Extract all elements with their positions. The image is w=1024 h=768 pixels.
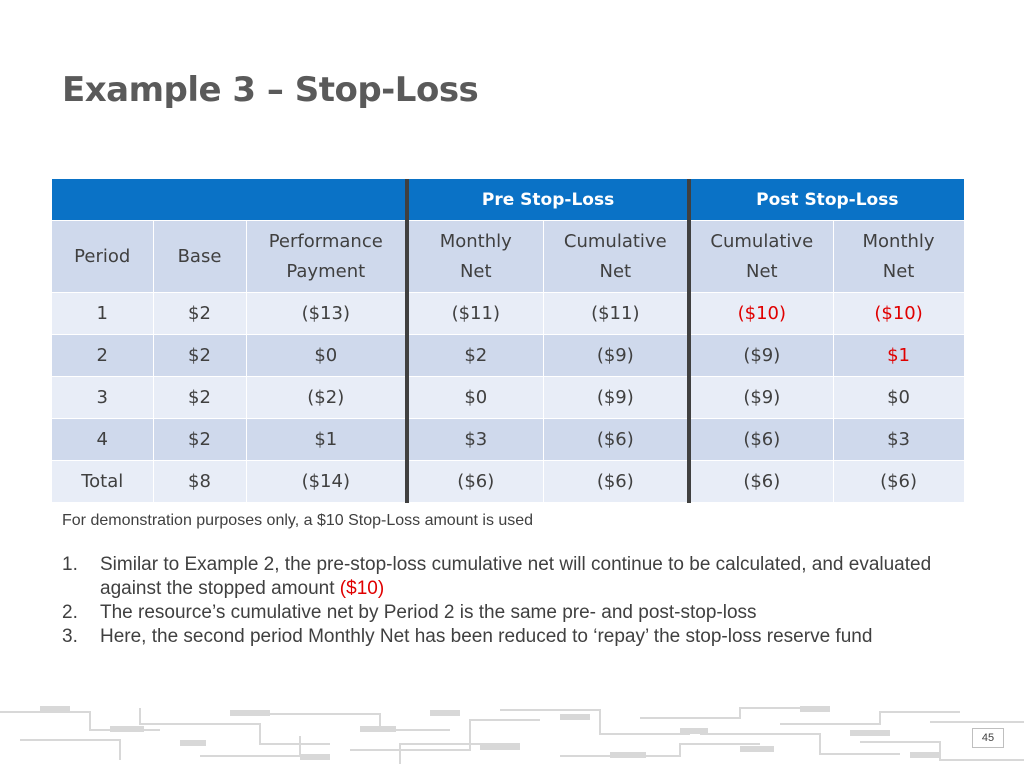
col-header-base: Base: [153, 220, 247, 293]
page-number: 45: [972, 728, 1004, 748]
list-text: Similar to Example 2, the pre-stop-loss …: [100, 554, 932, 599]
cell-post-monthly-net: $1: [833, 334, 965, 377]
cell-performance-payment: ($14): [246, 460, 410, 503]
table-row: 2 $2 $0 $2 ($9) ($9) $1: [52, 334, 965, 377]
cell-period: 2: [52, 334, 154, 377]
cell-pre-monthly-net: $3: [407, 418, 544, 461]
cell-pre-monthly-net: $2: [407, 334, 544, 377]
col-header-post-monthly-net: Monthly Net: [833, 220, 965, 293]
cell-base: $2: [153, 418, 247, 461]
group-header-post: Post Stop-Loss: [689, 179, 965, 221]
cell-post-cumulative-net: ($10): [689, 292, 834, 335]
cell-period: Total: [52, 460, 154, 503]
cell-performance-payment: $0: [246, 334, 410, 377]
table-row: 4 $2 $1 $3 ($6) ($6) $3: [52, 418, 965, 461]
cell-performance-payment: ($13): [246, 292, 410, 335]
col-header-period: Period: [52, 220, 154, 293]
cell-base: $8: [153, 460, 247, 503]
list-item: 1. Similar to Example 2, the pre-stop-lo…: [62, 553, 962, 601]
column-header-row: Period Base Performance Payment Monthly Ne…: [52, 220, 965, 293]
cell-pre-cumulative-net: ($9): [543, 376, 692, 419]
list-number: 2.: [62, 602, 78, 623]
table-row: 3 $2 ($2) $0 ($9) ($9) $0: [52, 376, 965, 419]
cell-performance-payment: $1: [246, 418, 410, 461]
cell-post-cumulative-net: ($6): [689, 460, 834, 503]
list-text: The resource’s cumulative net by Period …: [100, 602, 757, 623]
cell-pre-cumulative-net: ($6): [543, 418, 692, 461]
cell-period: 1: [52, 292, 154, 335]
cell-base: $2: [153, 334, 247, 377]
col-header-pre-monthly-net: Monthly Net: [407, 220, 544, 293]
list-number: 3.: [62, 626, 78, 647]
list-text: Here, the second period Monthly Net has …: [100, 626, 873, 647]
cell-post-monthly-net: ($10): [833, 292, 965, 335]
list-number: 1.: [62, 554, 78, 575]
highlight-amount: ($10): [339, 578, 385, 599]
cell-pre-monthly-net: $0: [407, 376, 544, 419]
cell-pre-cumulative-net: ($11): [543, 292, 692, 335]
cell-pre-monthly-net: ($11): [407, 292, 544, 335]
cell-base: $2: [153, 376, 247, 419]
col-header-pre-cumulative-net: Cumulative Net: [543, 220, 692, 293]
list-item: 2. The resource’s cumulative net by Peri…: [62, 601, 962, 625]
circuit-decoration: [0, 706, 1024, 764]
footnote: For demonstration purposes only, a $10 S…: [62, 512, 534, 529]
table-row-total: Total $8 ($14) ($6) ($6) ($6) ($6): [52, 460, 965, 503]
group-header-pre: Pre Stop-Loss: [407, 179, 692, 221]
cell-post-monthly-net: $0: [833, 376, 965, 419]
cell-pre-monthly-net: ($6): [407, 460, 544, 503]
cell-period: 4: [52, 418, 154, 461]
cell-post-cumulative-net: ($9): [689, 334, 834, 377]
cell-post-cumulative-net: ($6): [689, 418, 834, 461]
cell-period: 3: [52, 376, 154, 419]
group-header-blank: [52, 179, 410, 221]
cell-post-monthly-net: ($6): [833, 460, 965, 503]
col-header-performance-payment: Performance Payment: [246, 220, 410, 293]
cell-post-monthly-net: $3: [833, 418, 965, 461]
cell-base: $2: [153, 292, 247, 335]
cell-pre-cumulative-net: ($6): [543, 460, 692, 503]
slide-title: Example 3 – Stop-Loss: [62, 70, 479, 110]
group-header-row: Pre Stop-Loss Post Stop-Loss: [52, 179, 965, 221]
notes-list: 1. Similar to Example 2, the pre-stop-lo…: [62, 553, 962, 649]
col-header-post-cumulative-net: Cumulative Net: [689, 220, 834, 293]
stop-loss-table: Pre Stop-Loss Post Stop-Loss Period Base…: [52, 179, 965, 503]
cell-pre-cumulative-net: ($9): [543, 334, 692, 377]
table-row: 1 $2 ($13) ($11) ($11) ($10) ($10): [52, 292, 965, 335]
cell-post-cumulative-net: ($9): [689, 376, 834, 419]
cell-performance-payment: ($2): [246, 376, 410, 419]
list-item: 3. Here, the second period Monthly Net h…: [62, 625, 962, 649]
